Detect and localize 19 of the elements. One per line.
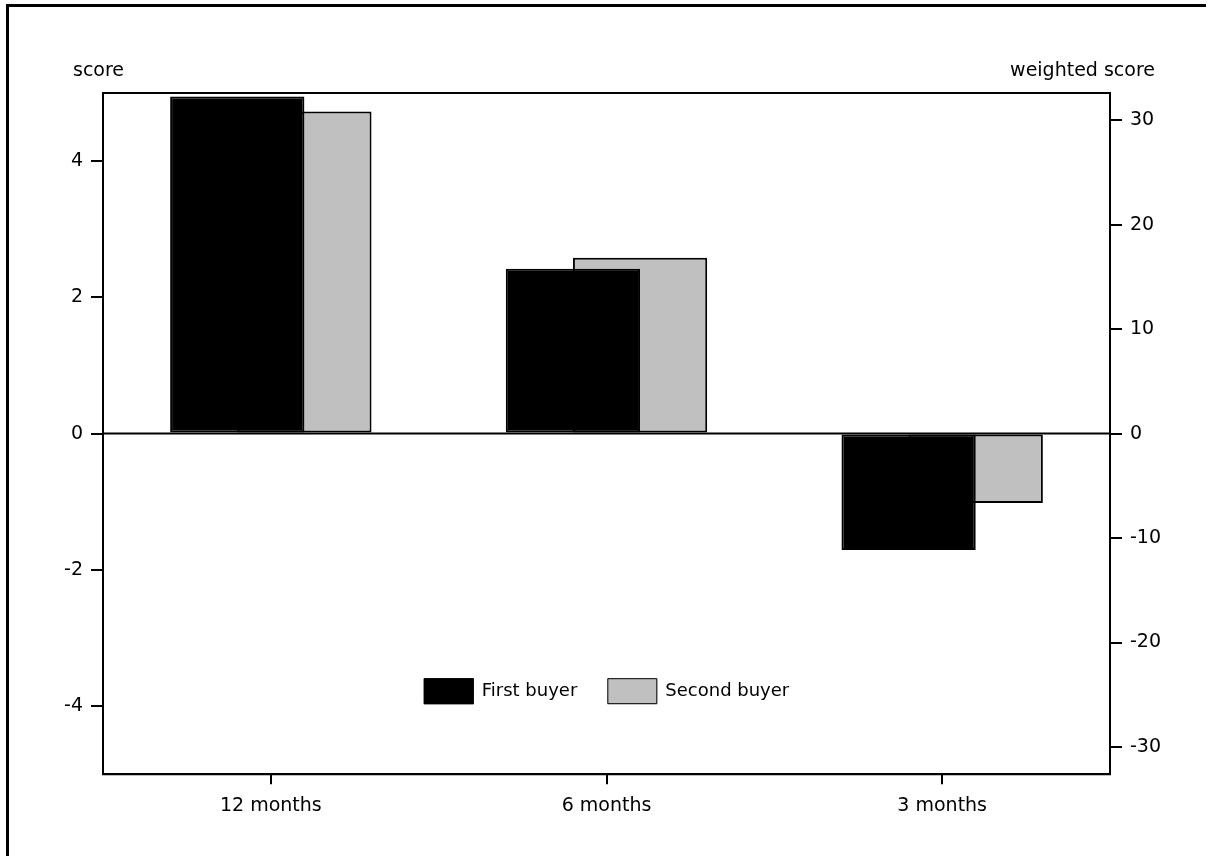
legend-label: First buyer <box>481 678 578 700</box>
y2-tick-label: 20 <box>1130 211 1155 234</box>
y2-axis-title: weighted score <box>1010 58 1155 81</box>
y2-tick-label: 30 <box>1130 107 1155 130</box>
y2-tick-label: 10 <box>1130 316 1155 339</box>
y-tick-label: -4 <box>64 693 83 716</box>
y2-tick-label: 0 <box>1130 420 1143 443</box>
y-tick-label: -2 <box>64 556 83 579</box>
y-tick-label: 2 <box>70 284 83 307</box>
y2-tick-label: -30 <box>1130 733 1162 756</box>
legend-label: Second buyer <box>665 678 790 700</box>
y-axis-title: score <box>73 58 125 81</box>
y-tick-label: 0 <box>70 420 83 443</box>
x-tick-label: 3 months <box>897 792 988 815</box>
x-tick-label: 6 months <box>561 792 652 815</box>
y-tick-label: 4 <box>70 148 83 171</box>
y2-tick-label: -10 <box>1130 525 1162 548</box>
y2-tick-label: -20 <box>1130 629 1162 652</box>
x-tick-label: 12 months <box>219 792 322 815</box>
